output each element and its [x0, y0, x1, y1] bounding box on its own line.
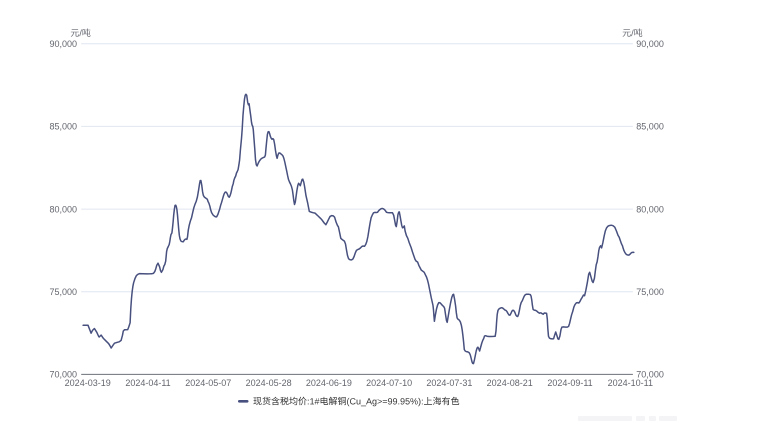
svg-text:2024-09-11: 2024-09-11	[547, 378, 592, 388]
svg-text:2024-05-07: 2024-05-07	[185, 378, 231, 388]
svg-text:2024-05-28: 2024-05-28	[246, 378, 292, 388]
svg-text:85,000: 85,000	[636, 122, 664, 132]
svg-text:80,000: 80,000	[49, 204, 77, 214]
svg-text:90,000: 90,000	[636, 39, 664, 49]
svg-text:80,000: 80,000	[636, 204, 664, 214]
svg-text:2024-03-19: 2024-03-19	[65, 378, 111, 388]
svg-text:2024-07-10: 2024-07-10	[366, 378, 412, 388]
svg-text:75,000: 75,000	[636, 287, 664, 297]
svg-text:90,000: 90,000	[49, 39, 77, 49]
svg-text:85,000: 85,000	[49, 122, 77, 132]
svg-text:75,000: 75,000	[49, 287, 77, 297]
svg-text:2024-04-11: 2024-04-11	[125, 378, 170, 388]
svg-text:2024-06-19: 2024-06-19	[306, 378, 352, 388]
svg-text:2024-07-31: 2024-07-31	[426, 378, 472, 388]
svg-text:70,000: 70,000	[49, 370, 77, 380]
svg-text:70,000: 70,000	[636, 370, 664, 380]
svg-text:2024-10-11: 2024-10-11	[608, 378, 653, 388]
svg-text:2024-08-21: 2024-08-21	[487, 378, 533, 388]
